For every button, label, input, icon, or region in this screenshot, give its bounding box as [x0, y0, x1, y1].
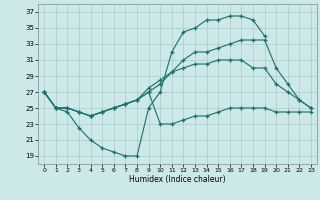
- X-axis label: Humidex (Indice chaleur): Humidex (Indice chaleur): [129, 175, 226, 184]
